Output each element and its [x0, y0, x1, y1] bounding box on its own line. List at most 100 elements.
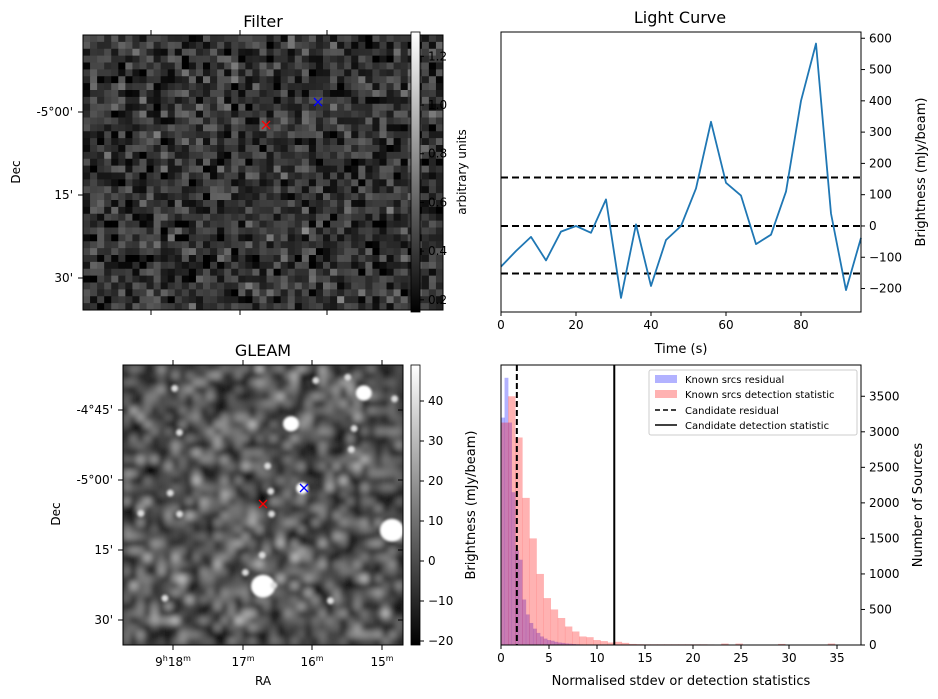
gleam-pixel: [200, 463, 207, 470]
gleam-pixel: [333, 603, 340, 610]
detection-histogram-bar: [778, 643, 786, 645]
gleam-pixel: [354, 568, 361, 575]
filter-pixel: [337, 172, 345, 180]
histogram-legend: Known srcs residual Known srcs detection…: [648, 369, 858, 436]
filter-pixel: [195, 220, 204, 229]
gleam-pixel: [326, 386, 333, 393]
gleam-pixel: [130, 526, 137, 533]
filter-pixel: [400, 282, 409, 290]
filter-pixel: [210, 145, 218, 153]
gleam-pixel: [277, 589, 284, 596]
filter-pixel: [351, 96, 359, 105]
filter-pixel: [365, 96, 373, 105]
filter-pixel: [97, 282, 105, 290]
gleam-pixel: [319, 610, 326, 617]
filter-pixel: [111, 69, 119, 77]
filter-pixel: [428, 234, 437, 242]
filter-pixel: [393, 248, 402, 256]
gleam-pixel: [130, 638, 137, 645]
filter-pixel: [245, 151, 253, 160]
filter-pixel: [344, 35, 352, 43]
filter-pixel: [132, 90, 140, 98]
filter-pixel: [330, 255, 338, 263]
filter-pixel: [174, 151, 183, 160]
filter-pixel: [104, 138, 112, 146]
filter-pixel: [308, 158, 317, 167]
filter-pixel: [125, 138, 133, 146]
gleam-pixel: [361, 638, 368, 645]
gleam-pixel: [249, 575, 256, 582]
gleam-pixel: [368, 554, 375, 561]
filter-pixel: [330, 55, 338, 64]
filter-pixel: [323, 55, 331, 64]
filter-pixel: [358, 234, 366, 242]
filter-pixel: [125, 193, 133, 201]
filter-pixel: [266, 213, 275, 222]
gleam-pixel: [151, 519, 158, 526]
gleam-colorbar-gradient: [410, 364, 421, 646]
gleam-pixel: [298, 442, 305, 449]
gleam-pixel: [151, 582, 158, 589]
filter-pixel: [146, 76, 155, 84]
filter-pixel: [358, 255, 366, 263]
filter-pixel: [210, 117, 218, 125]
gleam-pixel: [382, 589, 389, 596]
filter-pixel: [337, 220, 345, 229]
gleam-pixel: [354, 379, 361, 386]
filter-pixel: [224, 76, 232, 84]
gleam-pixel: [263, 624, 270, 631]
gleam-pixel: [389, 463, 396, 470]
filter-pixel: [428, 35, 437, 43]
filter-pixel: [294, 96, 303, 105]
gleam-pixel: [375, 589, 382, 596]
filter-pixel: [195, 55, 204, 64]
gleam-axes-frame: [122, 364, 404, 646]
gleam-pixel: [235, 610, 242, 617]
gleam-pixel: [179, 484, 186, 491]
filter-pixel: [125, 248, 133, 256]
filter-pixel: [287, 165, 296, 174]
filter-pixel: [153, 282, 162, 290]
gleam-pixel: [263, 386, 270, 393]
filter-pixel: [301, 303, 310, 311]
gleam-pixel: [249, 554, 256, 561]
filter-colorbar-tick-label: 0.8: [428, 147, 447, 161]
filter-pixel: [435, 296, 444, 304]
filter-pixel: [323, 248, 331, 256]
gleam-pixel: [165, 631, 172, 638]
filter-pixel: [379, 200, 388, 208]
filter-pixel: [421, 103, 430, 112]
filter-pixel: [231, 83, 239, 91]
gleam-pixel: [312, 575, 319, 582]
gleam-pixel: [340, 561, 347, 568]
filter-pixel: [273, 145, 282, 153]
filter-pixel: [203, 103, 211, 112]
filter-pixel: [351, 255, 359, 263]
filter-colorbar-tick-label: 1.0: [428, 98, 447, 112]
filter-pixel: [167, 255, 176, 263]
gleam-pixel: [214, 631, 221, 638]
filter-pixel: [400, 35, 409, 43]
gleam-pixel: [130, 596, 137, 603]
gleam-pixel: [375, 470, 382, 477]
gleam-pixel: [312, 624, 319, 631]
gleam-pixel: [270, 505, 277, 512]
filter-pixel: [195, 179, 204, 187]
gleam-pixel: [312, 449, 319, 456]
gleam-pixel: [382, 631, 389, 638]
filter-pixel: [224, 193, 232, 201]
filter-pixel: [358, 41, 366, 50]
filter-pixel: [125, 165, 133, 174]
filter-pixel: [132, 186, 140, 194]
filter-pixel: [344, 145, 352, 153]
gleam-pixel: [291, 512, 298, 519]
gleam-pixel: [354, 407, 361, 414]
gleam-pixel: [165, 505, 172, 512]
filter-pixel: [301, 282, 310, 290]
gleam-pixel: [137, 603, 144, 610]
filter-pixel: [146, 131, 155, 139]
gleam-pixel: [123, 589, 130, 596]
gleam-pixel: [333, 554, 340, 561]
filter-pixel: [210, 275, 218, 284]
filter-pixel: [400, 62, 409, 70]
